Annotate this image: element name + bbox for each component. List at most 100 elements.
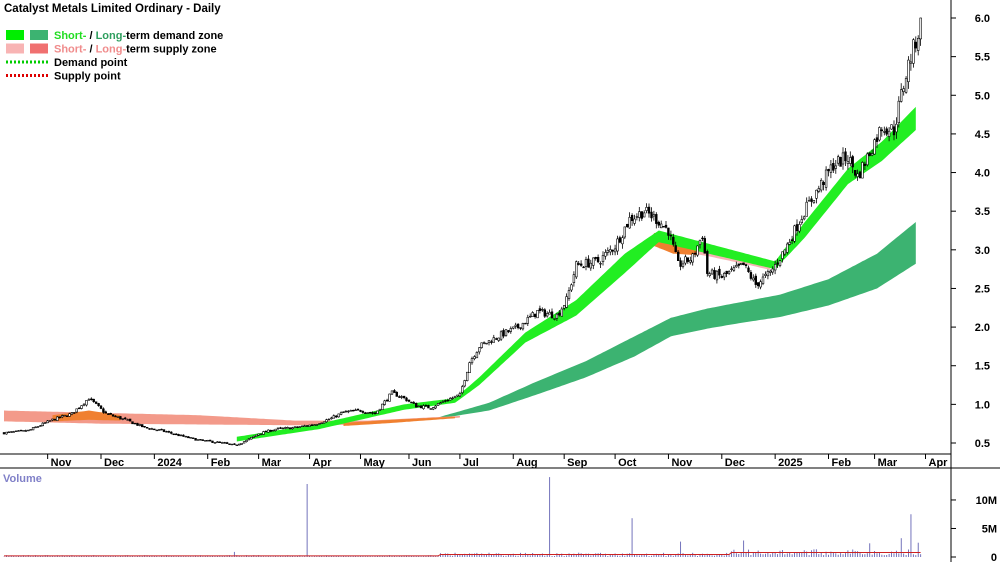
price-bar [914, 36, 918, 53]
price-bar [844, 148, 847, 166]
price-bar [385, 398, 389, 402]
price-bar [667, 227, 670, 240]
price-bar [555, 312, 559, 321]
price-bar [548, 309, 551, 315]
price-bar [647, 203, 651, 218]
price-bar [897, 96, 901, 128]
price-bar [817, 185, 821, 194]
price-bar [875, 134, 879, 148]
price-bar [478, 347, 481, 355]
legend-label: Short- / Long-term demand zone [54, 30, 223, 42]
price-bar [519, 327, 522, 331]
price-bar [233, 443, 236, 445]
price-bar [456, 394, 459, 397]
price-bar [851, 154, 854, 174]
price-bar [255, 434, 258, 437]
x-tick-label: Jul [463, 457, 479, 469]
price-bar [698, 239, 702, 249]
price-bar [267, 429, 270, 433]
price-bar [878, 126, 881, 142]
y-tick-label: 0.5 [975, 438, 990, 450]
price-bar [189, 437, 192, 439]
price-bar [725, 270, 728, 278]
volume-average-line [4, 552, 921, 557]
x-tick-label: Feb [832, 457, 852, 469]
price-bar [359, 409, 362, 413]
price-bar [737, 263, 741, 269]
price-bar [829, 160, 833, 179]
price-bar [582, 266, 585, 269]
price-bar [669, 230, 673, 241]
price-bar [230, 443, 234, 446]
price-bar [196, 439, 200, 441]
legend: Short- / Long-term demand zone Short- / L… [6, 30, 223, 83]
price-bar [657, 220, 661, 228]
price-bar [793, 224, 796, 244]
price-bar [114, 415, 117, 418]
price-bar [104, 410, 108, 414]
price-bar [48, 420, 52, 422]
price-bar [315, 423, 318, 426]
price-bar [322, 421, 326, 424]
price-bar [786, 242, 789, 255]
price-bar [128, 418, 132, 422]
x-tick-label: Oct [618, 457, 637, 469]
price-bar [545, 311, 549, 318]
price-bar [138, 423, 141, 427]
price-bar [822, 180, 825, 191]
price-bar [710, 268, 714, 275]
price-bar [206, 439, 209, 442]
price-bar [342, 411, 345, 413]
price-bar [684, 254, 687, 266]
legend-label: Demand point [54, 57, 128, 69]
price-bar [334, 414, 338, 419]
price-bar [424, 404, 428, 407]
price-bar [841, 147, 845, 170]
price-bar [904, 76, 908, 94]
x-tick-label: Sep [567, 457, 587, 469]
price-bar [577, 261, 580, 266]
price-bar [318, 423, 321, 425]
price-bar [419, 405, 423, 409]
price-bar [19, 429, 23, 432]
price-bar [429, 408, 432, 410]
price-bar [609, 245, 612, 256]
price-bar [887, 127, 891, 142]
price-bar [383, 399, 386, 406]
price-bar [739, 262, 743, 266]
price-bar [916, 35, 920, 56]
price-bar [708, 271, 711, 278]
y-tick-label: 5.0 [975, 90, 990, 102]
price-bar [441, 400, 445, 403]
price-bar [533, 313, 537, 319]
chart-title: Catalyst Metals Limited Ordinary - Daily [4, 3, 221, 15]
legend-label: Short- / Long-term supply zone [54, 44, 217, 56]
price-bar [29, 429, 32, 431]
price-bar [24, 429, 27, 432]
price-bar [861, 161, 864, 179]
price-bar [526, 314, 530, 326]
x-tick-label: Mar [262, 457, 282, 469]
price-bar [681, 260, 685, 269]
price-bar [895, 117, 898, 139]
price-bar [388, 393, 391, 402]
price-bar [761, 273, 765, 286]
price-bar [238, 443, 241, 446]
price-bar [390, 390, 394, 395]
price-bar [866, 152, 869, 167]
price-bar [638, 207, 641, 222]
price-bar [82, 403, 86, 407]
price-bar [412, 401, 415, 404]
price-bar [497, 337, 500, 342]
price-bar [252, 435, 255, 438]
price-bar [97, 402, 100, 407]
price-bar [766, 269, 770, 280]
price-bar [347, 410, 350, 414]
legend-item: Supply point [6, 71, 121, 83]
x-tick-label: Mar [878, 457, 898, 469]
price-bar [94, 401, 98, 405]
price-bar [240, 442, 243, 445]
price-bar [575, 260, 578, 279]
price-bar [439, 401, 442, 405]
price-bar [250, 436, 253, 440]
